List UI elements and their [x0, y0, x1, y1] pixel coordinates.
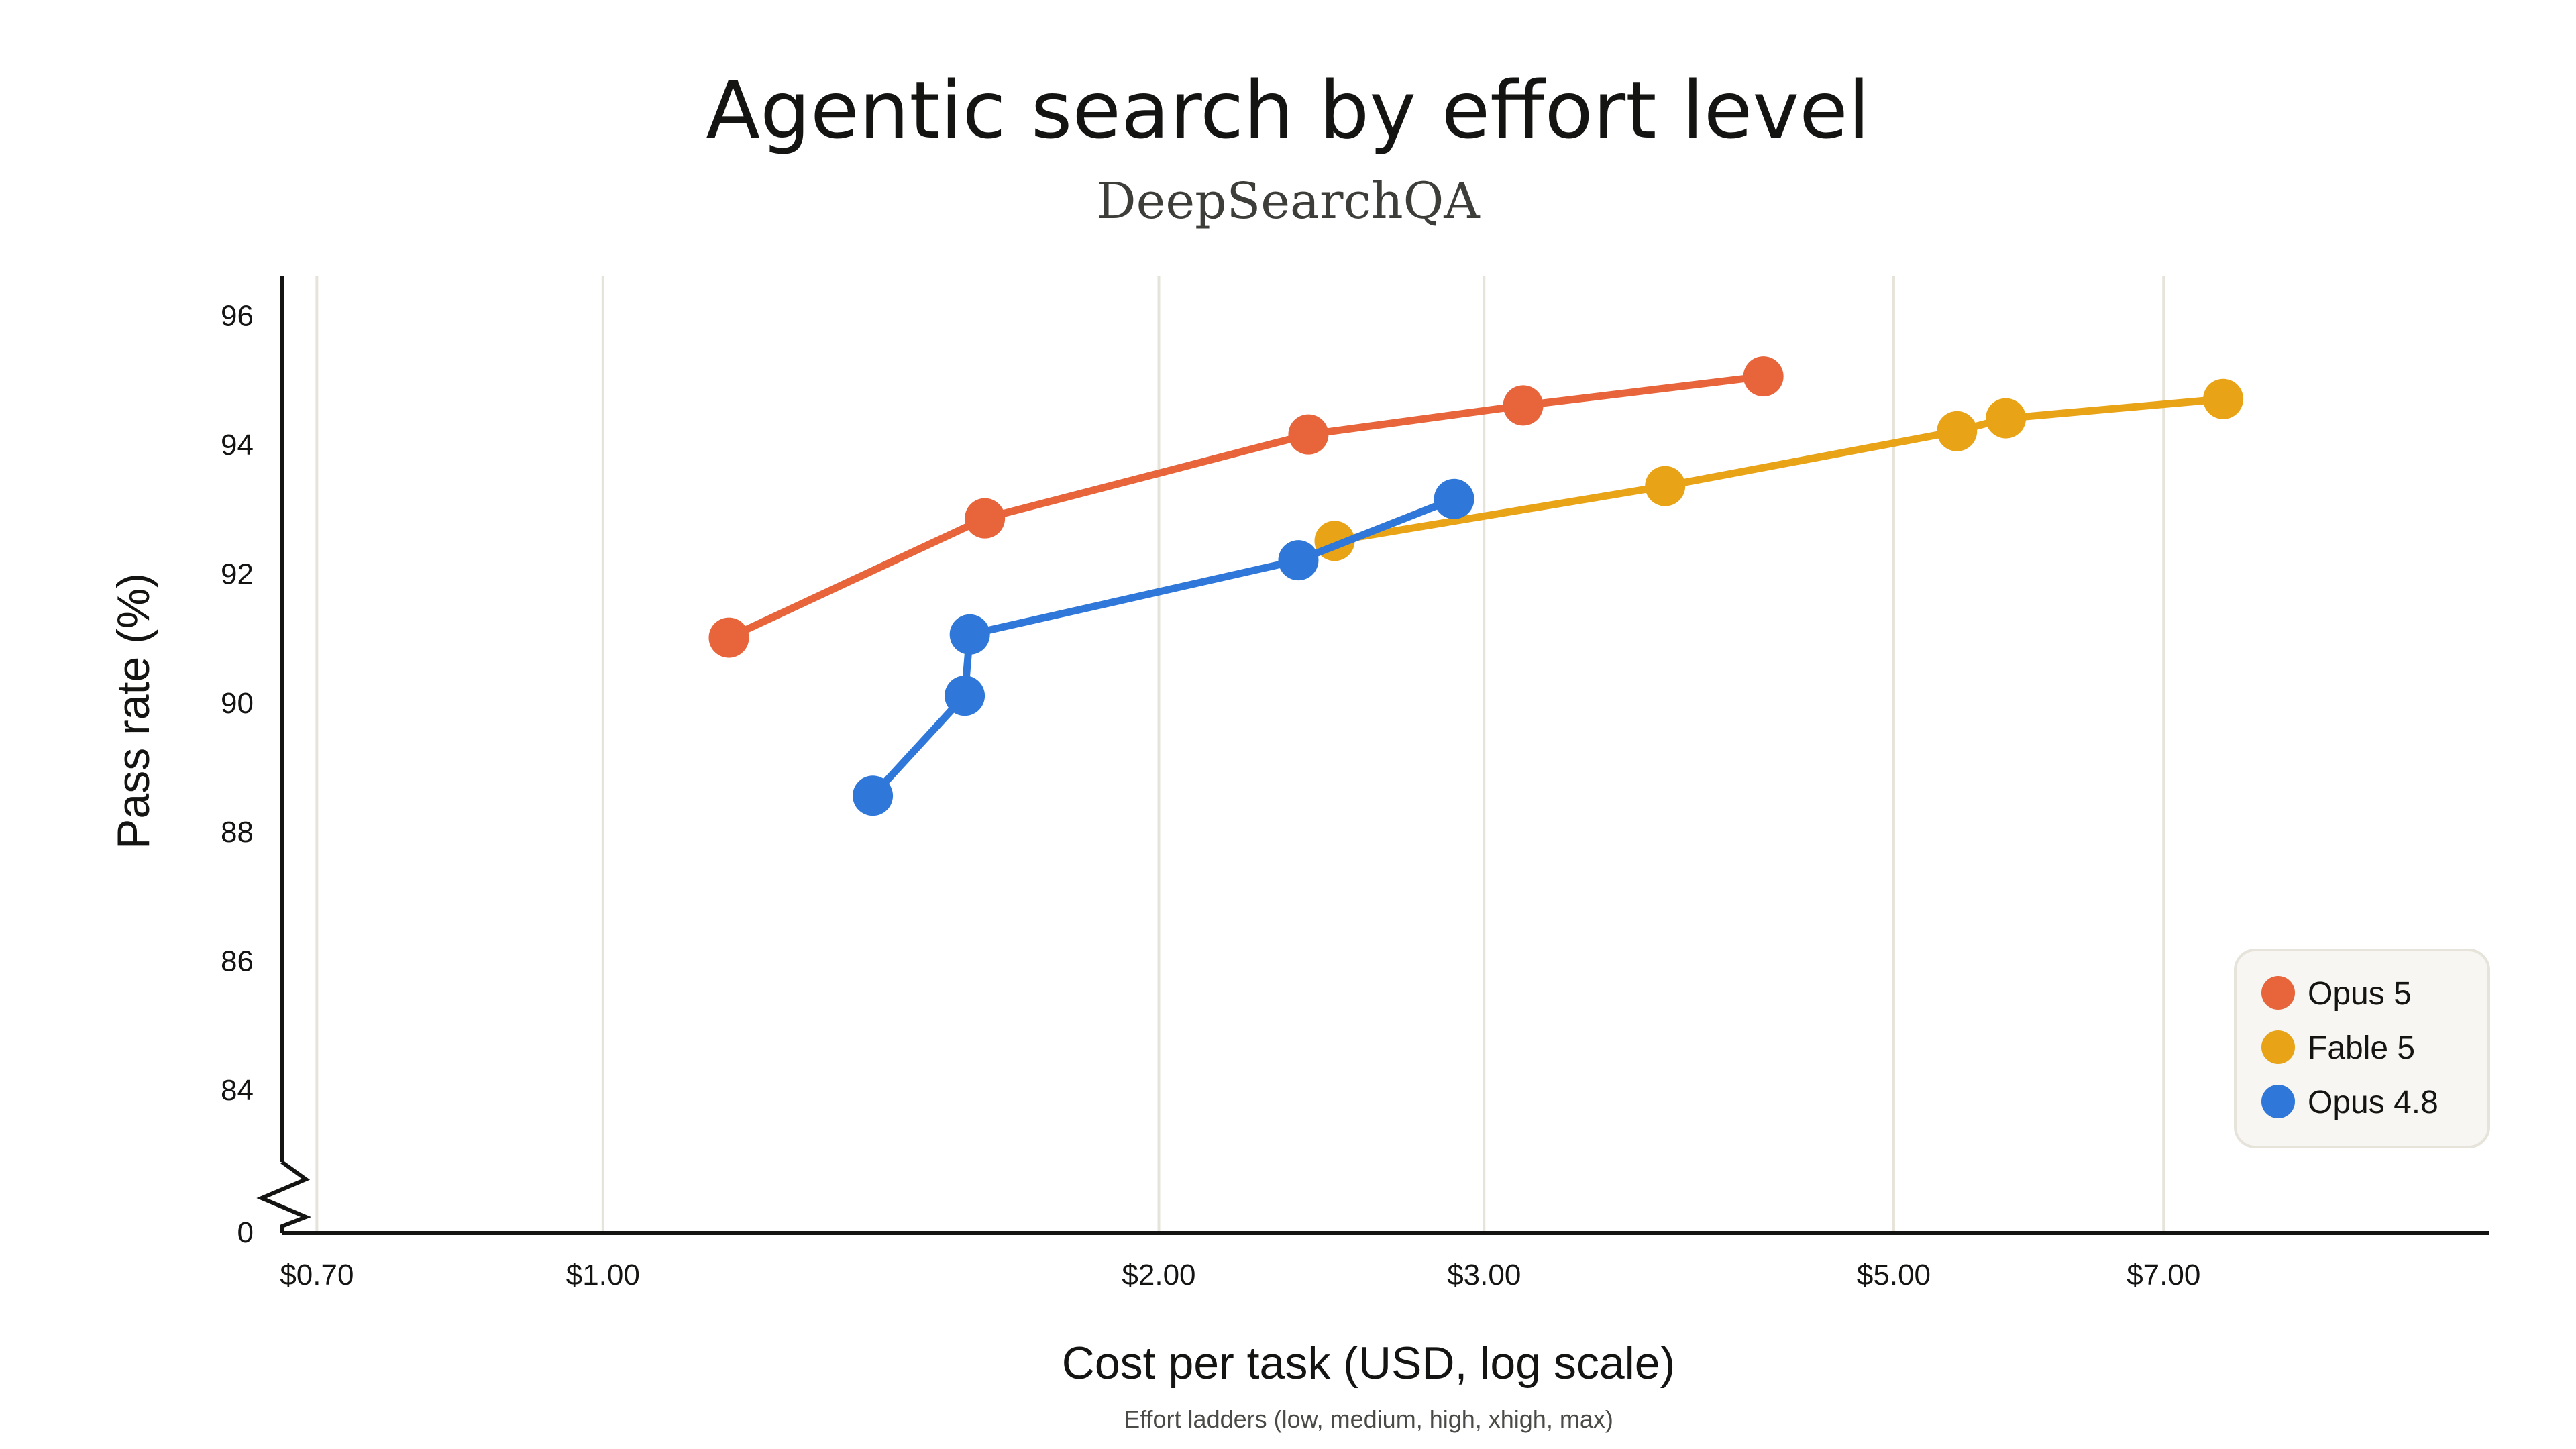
chart-subtitle: DeepSearchQA — [1096, 172, 1481, 230]
legend-items: Opus 5 Fable 5 Opus 4.8 — [2261, 976, 2438, 1120]
data-point-fable-5 — [2203, 378, 2244, 419]
data-point-opus-4-8 — [949, 614, 990, 655]
legend-swatch — [2261, 1085, 2295, 1118]
legend-swatch — [2261, 976, 2295, 1010]
y-tick-label: 96 — [221, 300, 254, 333]
series-line-opus-5 — [725, 372, 1768, 642]
legend-item-opus-4-8: Opus 4.8 — [2261, 1085, 2438, 1120]
legend-box — [2234, 949, 2490, 1148]
legend-label: Opus 5 — [2308, 976, 2412, 1012]
y-axis-label: Pass rate (%) — [108, 573, 159, 849]
y-axis-break-marker — [256, 1160, 311, 1233]
data-point-opus-4-8 — [945, 676, 985, 716]
y-tick-label: 88 — [221, 816, 254, 849]
data-point-opus-5 — [708, 617, 749, 658]
chart-title: Agentic search by effort level — [706, 64, 1870, 156]
y-tick-label: 90 — [221, 687, 254, 720]
x-axis-label: Cost per task (USD, log scale) — [1062, 1338, 1676, 1389]
series-line-fable-5 — [1331, 395, 2227, 545]
chart-note: Effort ladders (low, medium, high, xhigh… — [1124, 1405, 1613, 1433]
x-tick-label: $1.00 — [566, 1258, 640, 1291]
data-point-opus-5 — [1743, 356, 1784, 397]
data-point-fable-5 — [1937, 411, 1978, 451]
data-point-opus-4-8 — [1278, 540, 1319, 581]
data-point-fable-5 — [1645, 466, 1686, 506]
legend-item-opus-5: Opus 5 — [2261, 976, 2412, 1012]
x-tick-label: $0.70 — [280, 1258, 354, 1291]
legend-item-fable-5: Fable 5 — [2261, 1030, 2415, 1066]
legend-label: Fable 5 — [2308, 1030, 2415, 1066]
legend-swatch — [2261, 1030, 2295, 1064]
y-tick-label: 94 — [221, 429, 254, 462]
axes — [256, 276, 2489, 1235]
data-point-fable-5 — [1986, 398, 2027, 439]
legend-label: Opus 4.8 — [2308, 1085, 2438, 1120]
x-tick-label: $7.00 — [2127, 1258, 2200, 1291]
legend: Opus 5 Fable 5 Opus 4.8 — [2234, 949, 2490, 1148]
gridlines — [315, 276, 2165, 1233]
series-opus-5 — [708, 356, 1784, 658]
series-fable-5 — [1314, 378, 2244, 561]
y-tick-label: 0 — [237, 1216, 254, 1249]
data-point-opus-4-8 — [853, 775, 894, 816]
y-tick-label: 86 — [221, 945, 254, 977]
data-point-opus-5 — [1503, 385, 1544, 426]
x-tick-labels: $0.70 $1.00 $2.00 $3.00 $5.00 $7.00 — [280, 1258, 2200, 1291]
data-point-opus-5 — [1288, 414, 1329, 455]
series-group — [708, 356, 2244, 816]
x-tick-label: $3.00 — [1447, 1258, 1521, 1291]
x-tick-label: $5.00 — [1857, 1258, 1931, 1291]
data-point-opus-5 — [965, 498, 1006, 539]
y-tick-label: 84 — [221, 1074, 254, 1107]
y-tick-label: 92 — [221, 557, 254, 590]
x-tick-label: $2.00 — [1122, 1258, 1195, 1291]
series-opus-4-8 — [853, 478, 1474, 816]
data-point-opus-4-8 — [1434, 478, 1474, 519]
y-tick-labels: 96 94 92 90 88 86 84 0 — [221, 300, 254, 1249]
